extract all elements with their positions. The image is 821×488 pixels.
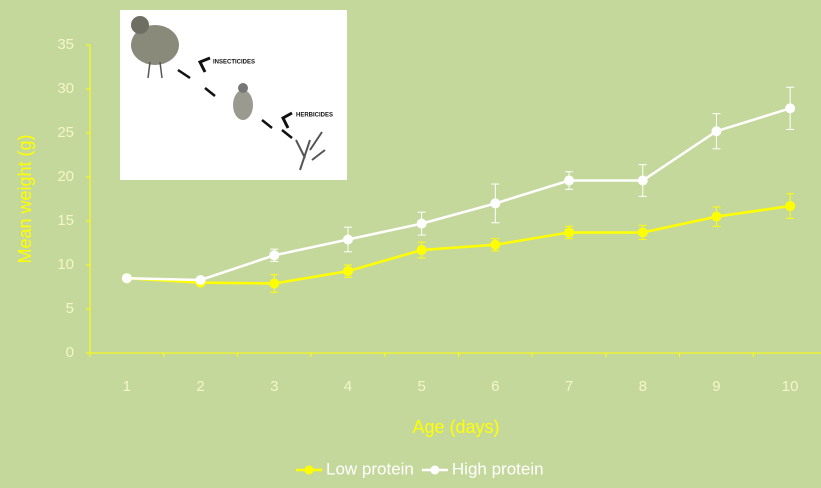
x-axis-label: Age (days) bbox=[412, 417, 499, 437]
legend-label: High protein bbox=[452, 459, 544, 478]
y-tick-label: 5 bbox=[66, 300, 74, 317]
x-tick-label: 2 bbox=[196, 378, 204, 395]
plant bbox=[295, 131, 326, 171]
point bbox=[416, 245, 427, 256]
x-tick-label: 4 bbox=[344, 378, 352, 395]
annotation: INSECTICIDES bbox=[213, 60, 255, 66]
y-tick-label: 15 bbox=[57, 212, 74, 229]
series-line bbox=[126, 204, 791, 285]
point bbox=[564, 175, 575, 186]
y-tick-label: 25 bbox=[57, 124, 74, 141]
point bbox=[564, 227, 575, 238]
legend-label: Low protein bbox=[326, 459, 414, 478]
y-tick-label: 10 bbox=[57, 256, 74, 273]
annotation: HERBICIDES bbox=[296, 113, 333, 119]
y-tick-label: 20 bbox=[57, 168, 74, 185]
arrows bbox=[177, 68, 293, 139]
y-axis-label: Mean weight (g) bbox=[15, 134, 35, 263]
point bbox=[121, 273, 132, 284]
y-tick-label: 35 bbox=[57, 36, 74, 53]
point bbox=[490, 198, 501, 209]
series-line bbox=[126, 107, 791, 282]
x-tick-label: 3 bbox=[270, 378, 278, 395]
x-tick-label: 9 bbox=[712, 378, 720, 395]
point bbox=[711, 126, 722, 137]
x-tick-label: 1 bbox=[123, 378, 131, 395]
point bbox=[342, 266, 353, 277]
point bbox=[269, 250, 280, 261]
y-tick-label: 0 bbox=[66, 344, 74, 361]
x-tick-label: 8 bbox=[639, 378, 647, 395]
legend-marker bbox=[430, 465, 440, 475]
point bbox=[637, 175, 648, 186]
point bbox=[269, 278, 280, 289]
point bbox=[785, 201, 796, 212]
point bbox=[342, 234, 353, 245]
inset-image: INSECTICIDES HERBICIDES bbox=[120, 10, 347, 180]
point bbox=[785, 103, 796, 114]
point bbox=[490, 239, 501, 250]
legend-marker bbox=[304, 465, 314, 475]
point bbox=[195, 274, 206, 285]
x-tick-label: 7 bbox=[565, 378, 573, 395]
bird-head bbox=[131, 16, 149, 34]
point bbox=[637, 227, 648, 238]
point bbox=[416, 218, 427, 229]
point bbox=[711, 211, 722, 222]
x-tick-label: 6 bbox=[491, 378, 499, 395]
y-tick-label: 30 bbox=[57, 80, 74, 97]
x-tick-label: 5 bbox=[417, 378, 425, 395]
x-tick-label: 10 bbox=[782, 378, 799, 395]
bird bbox=[131, 25, 179, 65]
beetle bbox=[233, 90, 253, 120]
